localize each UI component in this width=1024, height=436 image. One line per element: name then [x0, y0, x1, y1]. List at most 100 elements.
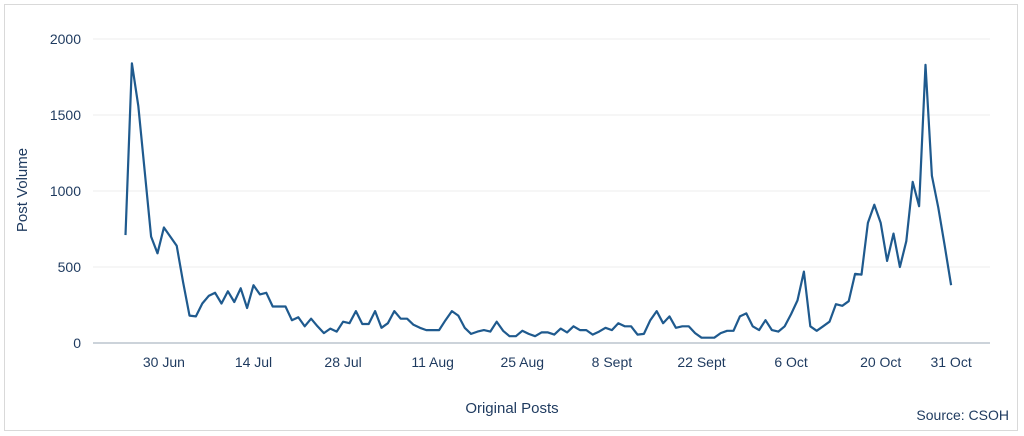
- data-point: [835, 303, 837, 305]
- data-point: [726, 330, 728, 332]
- data-point: [675, 327, 677, 329]
- data-point: [432, 329, 434, 331]
- data-point: [272, 305, 274, 307]
- x-tick-label: 20 Oct: [860, 354, 901, 370]
- data-point: [329, 327, 331, 329]
- data-point: [707, 337, 709, 339]
- data-point: [444, 319, 446, 321]
- y-tick-label: 2000: [50, 31, 81, 47]
- data-point: [572, 325, 574, 327]
- data-point: [304, 325, 306, 327]
- data-point: [425, 329, 427, 331]
- data-point: [771, 329, 773, 331]
- data-point: [252, 284, 254, 286]
- data-point: [451, 310, 453, 312]
- data-point: [483, 329, 485, 331]
- data-point: [649, 319, 651, 321]
- data-point: [406, 318, 408, 320]
- data-point: [240, 287, 242, 289]
- data-point: [841, 305, 843, 307]
- data-point: [188, 314, 190, 316]
- y-tick-label: 0: [73, 335, 81, 351]
- data-point: [931, 175, 933, 177]
- data-point: [777, 330, 779, 332]
- data-point: [867, 222, 869, 224]
- data-point: [496, 321, 498, 323]
- data-point: [579, 329, 581, 331]
- data-point: [700, 337, 702, 339]
- data-point: [438, 329, 440, 331]
- data-point: [246, 307, 248, 309]
- data-point: [316, 325, 318, 327]
- data-point: [604, 327, 606, 329]
- data-point: [758, 329, 760, 331]
- data-points: [124, 62, 952, 339]
- y-tick-label: 1500: [50, 107, 81, 123]
- data-point: [822, 325, 824, 327]
- data-point: [803, 270, 805, 272]
- data-point: [156, 252, 158, 254]
- data-point: [220, 302, 222, 304]
- x-tick-label: 14 Jul: [235, 354, 272, 370]
- data-point: [662, 322, 664, 324]
- data-point: [681, 325, 683, 327]
- data-point: [131, 62, 133, 64]
- data-point: [592, 333, 594, 335]
- data-point: [515, 335, 517, 337]
- data-point: [752, 325, 754, 327]
- data-point: [854, 273, 856, 275]
- data-point: [368, 323, 370, 325]
- data-point: [284, 305, 286, 307]
- x-tick-label: 11 Aug: [411, 354, 454, 370]
- data-point: [374, 310, 376, 312]
- data-point: [457, 314, 459, 316]
- data-point: [643, 333, 645, 335]
- data-point: [624, 325, 626, 327]
- gridlines: [93, 38, 990, 268]
- data-point: [393, 310, 395, 312]
- data-point: [176, 245, 178, 247]
- data-point: [201, 302, 203, 304]
- data-point: [348, 322, 350, 324]
- data-point: [720, 332, 722, 334]
- data-point: [912, 181, 914, 183]
- data-point: [233, 301, 235, 303]
- data-point: [182, 281, 184, 283]
- data-point: [668, 315, 670, 317]
- data-point: [419, 327, 421, 329]
- data-point: [899, 266, 901, 268]
- data-point: [764, 319, 766, 321]
- x-tick-label: 30 Jun: [143, 354, 185, 370]
- data-point: [144, 170, 146, 172]
- data-point: [355, 310, 357, 312]
- data-point: [163, 226, 165, 228]
- y-axis-ticks: 0 500 1000 1500 2000: [50, 31, 81, 351]
- data-point: [688, 325, 690, 327]
- data-point: [508, 335, 510, 337]
- x-axis-title: Original Posts: [465, 400, 558, 417]
- y-tick-label: 1000: [50, 183, 81, 199]
- data-point: [745, 312, 747, 314]
- data-point: [560, 327, 562, 329]
- x-tick-label: 8 Sept: [592, 354, 633, 370]
- data-point: [208, 295, 210, 297]
- data-point: [924, 64, 926, 66]
- data-point: [310, 318, 312, 320]
- data-point: [259, 293, 261, 295]
- data-point: [873, 204, 875, 206]
- data-point: [361, 323, 363, 325]
- data-point: [566, 331, 568, 333]
- data-point: [918, 205, 920, 207]
- data-point: [892, 232, 894, 234]
- data-point: [227, 290, 229, 292]
- data-point: [828, 321, 830, 323]
- x-axis-ticks: 30 Jun 14 Jul 28 Jul 11 Aug 25 Aug 8 Sept 22 S…: [143, 354, 972, 370]
- data-point: [816, 330, 818, 332]
- data-point: [137, 105, 139, 107]
- data-point: [464, 327, 466, 329]
- x-tick-label: 25 Aug: [500, 354, 544, 370]
- data-point: [848, 300, 850, 302]
- data-point: [611, 329, 613, 331]
- data-point: [387, 322, 389, 324]
- data-point: [400, 318, 402, 320]
